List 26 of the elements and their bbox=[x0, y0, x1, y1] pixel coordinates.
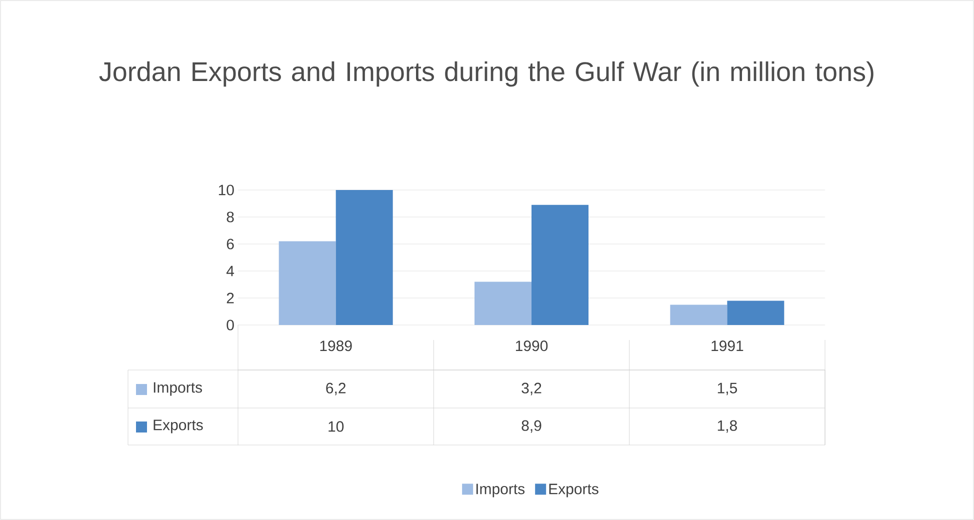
y-tick-label: 8 bbox=[226, 212, 234, 222]
legend-label: Exports bbox=[549, 484, 598, 498]
x-tick-label: 1989 bbox=[320, 340, 352, 352]
data-label: 1,8 bbox=[718, 420, 737, 433]
y-tick-label: 0 bbox=[226, 320, 234, 330]
data-label: 6,2 bbox=[326, 382, 346, 396]
data-label: 1,5 bbox=[718, 382, 737, 396]
bar bbox=[670, 304, 728, 325]
text: Exports bbox=[154, 420, 203, 434]
x-tick-label: 1990 bbox=[516, 340, 548, 352]
y-tick-label: 10 bbox=[218, 184, 234, 196]
bar bbox=[727, 300, 784, 325]
bar bbox=[474, 282, 532, 325]
bar bbox=[532, 204, 589, 325]
bar bbox=[336, 190, 393, 325]
y-tick-label: 2 bbox=[226, 292, 234, 304]
bar bbox=[278, 241, 336, 325]
data-label: 8,9 bbox=[522, 420, 542, 433]
text: Imports bbox=[476, 484, 525, 498]
y-tick-label: 6 bbox=[226, 238, 234, 250]
y-tick-label: 4 bbox=[226, 266, 234, 276]
legend-label: Imports bbox=[154, 382, 202, 396]
chart-title: Jordan Exports and Imports during the Gulf War (in million tons) bbox=[99, 61, 874, 87]
data-label: 3,2 bbox=[522, 382, 542, 396]
data-label: 10 bbox=[328, 421, 344, 432]
x-tick-label: 1991 bbox=[712, 340, 744, 352]
